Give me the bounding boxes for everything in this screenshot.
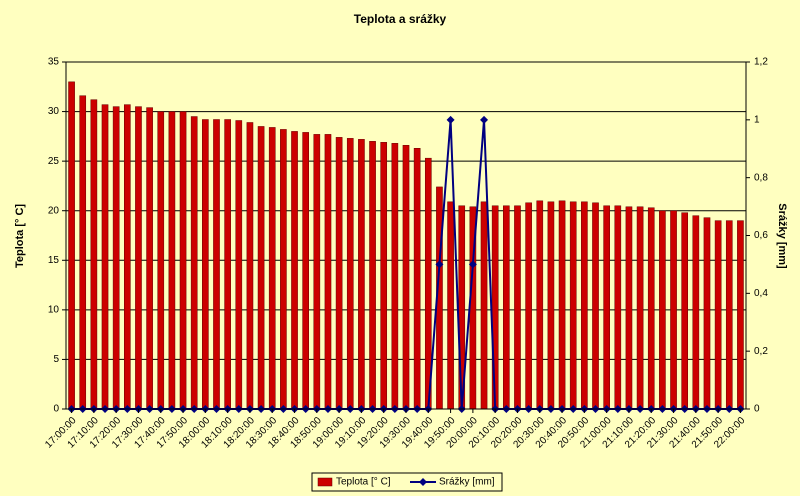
- bar: [146, 107, 153, 410]
- bar: [313, 134, 321, 410]
- bar: [235, 120, 243, 410]
- bar: [190, 116, 198, 410]
- bar: [68, 81, 75, 410]
- bar: [413, 148, 421, 410]
- bar: [480, 201, 488, 410]
- bar: [603, 205, 610, 410]
- y-axis-label: Teplota [° C]: [14, 204, 26, 268]
- bar: [369, 141, 376, 410]
- bar: [447, 201, 454, 410]
- marker: [468, 260, 477, 269]
- bar: [581, 201, 588, 410]
- y-tick-label: 0: [53, 404, 59, 415]
- y2-tick-label: 1: [754, 114, 760, 125]
- bar: [514, 205, 521, 410]
- marker: [480, 115, 489, 124]
- bar: [202, 119, 209, 410]
- legend-swatch: [317, 477, 333, 487]
- bar: [335, 137, 343, 410]
- bar: [358, 139, 365, 410]
- bar: [647, 207, 655, 410]
- bar: [558, 200, 566, 410]
- bar: [90, 99, 98, 410]
- y2-tick-label: 0,6: [754, 230, 768, 241]
- y-tick-label: 20: [48, 205, 60, 216]
- bar: [569, 201, 577, 410]
- bar: [135, 106, 142, 410]
- legend-label: Srážky [mm]: [439, 477, 495, 488]
- y-tick-label: 5: [53, 354, 59, 365]
- y2-tick-label: 0,2: [754, 346, 768, 357]
- bar: [625, 206, 633, 410]
- marker: [435, 260, 444, 269]
- bar: [324, 134, 332, 410]
- bar: [525, 202, 532, 410]
- bar: [402, 145, 410, 410]
- bar: [692, 215, 700, 410]
- y-tick-label: 25: [48, 156, 60, 167]
- marker: [446, 115, 455, 124]
- bar: [737, 220, 744, 410]
- y2-tick-label: 0,4: [754, 288, 768, 299]
- y2-axis-label: Srážky [mm]: [776, 203, 788, 269]
- bar: [380, 142, 388, 410]
- bar: [714, 220, 722, 410]
- bar: [79, 95, 87, 410]
- bar: [246, 122, 254, 410]
- bar: [268, 127, 276, 410]
- bar: [659, 210, 666, 410]
- bar: [123, 104, 131, 410]
- y-tick-label: 10: [48, 304, 60, 315]
- bar: [213, 119, 220, 410]
- y2-tick-label: 0: [754, 404, 760, 415]
- legend-box: [311, 472, 503, 492]
- bar: [636, 206, 644, 410]
- chart-title: Teplota a srážky: [354, 12, 447, 26]
- bar: [391, 143, 399, 410]
- bar: [302, 132, 309, 410]
- bar: [257, 126, 265, 410]
- bar: [725, 220, 733, 410]
- bar: [614, 205, 622, 410]
- bar: [703, 217, 711, 410]
- bar: [547, 201, 555, 410]
- bar: [168, 111, 176, 410]
- y-tick-label: 30: [48, 106, 60, 117]
- bar: [681, 212, 689, 410]
- y-tick-label: 35: [48, 57, 60, 68]
- y2-tick-label: 1,2: [754, 57, 768, 68]
- bar: [346, 138, 354, 410]
- bar: [112, 106, 120, 410]
- bar: [592, 202, 599, 410]
- bar: [291, 131, 298, 410]
- bar: [280, 129, 287, 410]
- y2-tick-label: 0,8: [754, 172, 768, 183]
- bar: [224, 119, 231, 410]
- bar: [179, 111, 187, 410]
- bar: [536, 200, 544, 410]
- y-tick-label: 15: [48, 255, 60, 266]
- legend-marker: [419, 478, 427, 486]
- legend-label: Teplota [° C]: [336, 477, 391, 488]
- bar: [157, 111, 165, 410]
- bar: [670, 210, 677, 410]
- bar: [503, 205, 510, 410]
- bar: [101, 104, 109, 410]
